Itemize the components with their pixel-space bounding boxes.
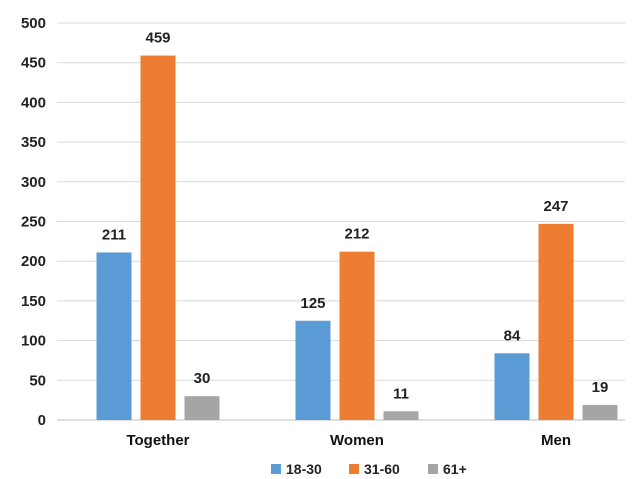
y-tick-label: 250 <box>21 214 46 231</box>
legend-label: 18-30 <box>286 461 322 477</box>
legend-swatch <box>271 464 281 474</box>
bar-men-31-60 <box>538 223 574 420</box>
y-tick-label: 0 <box>38 412 46 429</box>
bars <box>96 55 618 420</box>
y-tick-label: 200 <box>21 253 46 270</box>
bar-women-61plus <box>383 411 419 420</box>
legend: 18-30 31-60 61+ <box>271 461 467 477</box>
data-label: 84 <box>504 327 521 344</box>
x-axis-category-labels: Together Women Men <box>126 432 571 449</box>
y-tick-label: 450 <box>21 55 46 72</box>
data-labels: 211 459 30 125 212 11 84 247 19 <box>102 30 608 403</box>
x-category-label: Women <box>330 432 384 449</box>
data-label: 211 <box>102 226 126 243</box>
legend-label: 31-60 <box>364 461 400 477</box>
bar-together-18-30 <box>96 252 132 420</box>
y-tick-label: 50 <box>29 372 46 389</box>
data-label: 11 <box>393 385 409 402</box>
data-label: 19 <box>592 379 609 396</box>
legend-swatch <box>428 464 438 474</box>
data-label: 125 <box>300 295 325 312</box>
y-tick-label: 100 <box>21 333 46 350</box>
y-tick-label: 150 <box>21 293 46 310</box>
x-category-label: Together <box>126 432 189 449</box>
bar-together-61plus <box>184 396 220 420</box>
y-axis-tick-labels: 0 50 100 150 200 250 300 350 400 450 500 <box>21 15 46 429</box>
y-tick-label: 350 <box>21 134 46 151</box>
bar-together-31-60 <box>140 55 176 420</box>
y-tick-label: 300 <box>21 174 46 191</box>
data-label: 459 <box>145 30 170 47</box>
data-label: 212 <box>344 226 369 243</box>
bar-women-18-30 <box>295 320 331 420</box>
legend-label: 61+ <box>443 461 467 477</box>
y-tick-label: 500 <box>21 15 46 32</box>
x-category-label: Men <box>541 432 571 449</box>
bar-women-31-60 <box>339 251 375 420</box>
y-tick-label: 400 <box>21 94 46 111</box>
bar-men-18-30 <box>494 353 530 420</box>
data-label: 30 <box>194 370 211 387</box>
bar-men-61plus <box>582 404 618 420</box>
legend-swatch <box>349 464 359 474</box>
data-label: 247 <box>543 198 568 215</box>
